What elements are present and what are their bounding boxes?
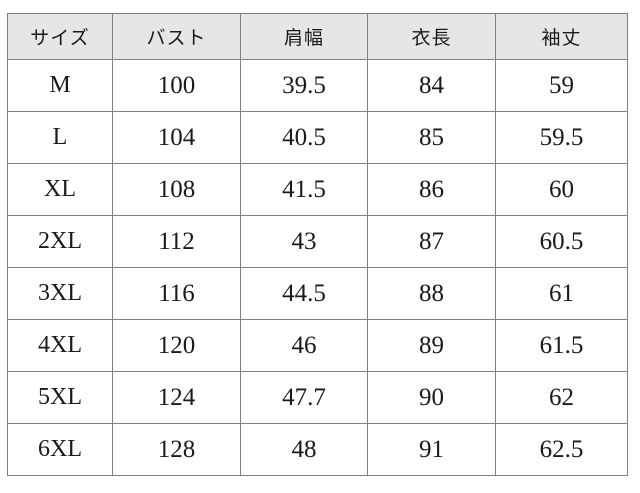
cell-length: 91 (367, 423, 496, 476)
cell-bust: 124 (112, 371, 241, 424)
cell-shoulder: 41.5 (240, 163, 368, 216)
cell-length: 90 (367, 371, 496, 424)
table-header-row: サイズ バスト 肩幅 衣長 袖丈 (7, 13, 628, 60)
cell-length: 88 (367, 267, 496, 320)
cell-length: 87 (367, 215, 496, 268)
cell-sleeve: 62.5 (495, 423, 628, 476)
cell-bust: 108 (112, 163, 241, 216)
cell-shoulder: 40.5 (240, 111, 368, 164)
cell-bust: 112 (112, 215, 241, 268)
cell-sleeve: 59.5 (495, 111, 628, 164)
cell-length: 85 (367, 111, 496, 164)
cell-length: 86 (367, 163, 496, 216)
size-chart-table: サイズ バスト 肩幅 衣長 袖丈 M 100 39.5 84 59 L 104 40.5 85 5… (7, 13, 628, 476)
cell-size: 5XL (7, 371, 113, 424)
cell-shoulder: 39.5 (240, 59, 368, 112)
cell-bust: 104 (112, 111, 241, 164)
table-row: XL 108 41.5 86 60 (7, 163, 628, 216)
column-header-bust: バスト (112, 13, 241, 60)
cell-sleeve: 62 (495, 371, 628, 424)
cell-size: XL (7, 163, 113, 216)
cell-shoulder: 48 (240, 423, 368, 476)
table-row: 2XL 112 43 87 60.5 (7, 215, 628, 268)
cell-size: 2XL (7, 215, 113, 268)
cell-bust: 120 (112, 319, 241, 372)
cell-size: 4XL (7, 319, 113, 372)
cell-bust: 128 (112, 423, 241, 476)
cell-length: 89 (367, 319, 496, 372)
cell-shoulder: 46 (240, 319, 368, 372)
cell-sleeve: 59 (495, 59, 628, 112)
cell-bust: 116 (112, 267, 241, 320)
cell-size: L (7, 111, 113, 164)
cell-size: 6XL (7, 423, 113, 476)
table-row: 6XL 128 48 91 62.5 (7, 423, 628, 476)
cell-shoulder: 43 (240, 215, 368, 268)
cell-shoulder: 47.7 (240, 371, 368, 424)
size-chart-container: サイズ バスト 肩幅 衣長 袖丈 M 100 39.5 84 59 L 104 40.5 85 5… (7, 13, 628, 476)
cell-size: M (7, 59, 113, 112)
cell-bust: 100 (112, 59, 241, 112)
cell-sleeve: 61 (495, 267, 628, 320)
table-row: 3XL 116 44.5 88 61 (7, 267, 628, 320)
table-row: 5XL 124 47.7 90 62 (7, 371, 628, 424)
column-header-shoulder: 肩幅 (240, 13, 368, 60)
column-header-length: 衣長 (367, 13, 496, 60)
table-row: L 104 40.5 85 59.5 (7, 111, 628, 164)
cell-sleeve: 61.5 (495, 319, 628, 372)
cell-size: 3XL (7, 267, 113, 320)
table-row: 4XL 120 46 89 61.5 (7, 319, 628, 372)
cell-sleeve: 60 (495, 163, 628, 216)
table-row: M 100 39.5 84 59 (7, 59, 628, 112)
column-header-sleeve: 袖丈 (495, 13, 628, 60)
cell-length: 84 (367, 59, 496, 112)
cell-shoulder: 44.5 (240, 267, 368, 320)
cell-sleeve: 60.5 (495, 215, 628, 268)
column-header-size: サイズ (7, 13, 113, 60)
